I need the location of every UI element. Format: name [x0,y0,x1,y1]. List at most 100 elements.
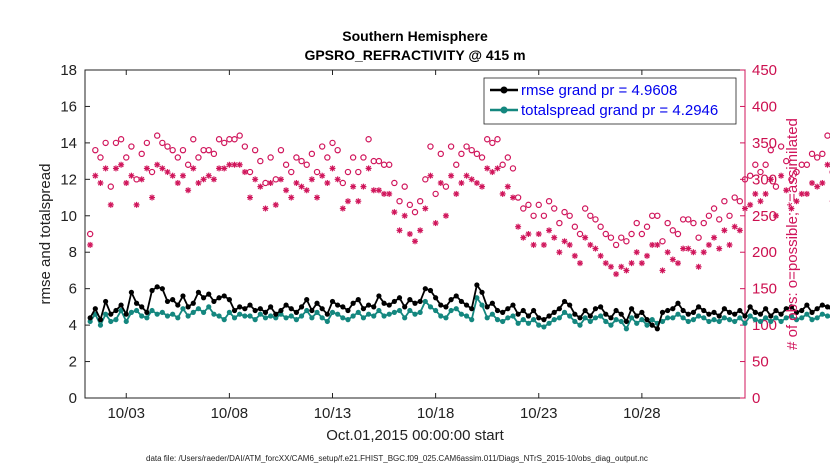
assimilated-obs-point [731,223,738,230]
rmse-point [613,307,619,314]
assimilated-obs-point [427,172,434,179]
rmse-point [195,289,202,295]
rmse-point [546,313,552,319]
totalspread-point [293,317,300,323]
obs-series-group [86,132,830,278]
assimilated-obs-point [659,267,666,274]
totalspread-point [721,315,727,321]
possible-obs-point [324,154,331,161]
totalspread-point [402,315,408,321]
assimilated-obs-point [386,190,393,197]
totalspread-point [587,318,593,325]
possible-obs-point [767,146,774,154]
totalspread-point [108,318,114,325]
rmse-point [412,300,418,306]
assimilated-obs-point [540,241,547,248]
totalspread-point [824,313,830,319]
possible-obs-point [123,154,130,161]
rmse-point [329,298,336,305]
totalspread-point [231,315,238,321]
rmse-point [226,297,232,303]
possible-obs-point [525,201,532,209]
possible-obs-point [685,216,692,223]
rmse-point [474,282,480,288]
assimilated-obs-point [143,165,150,172]
assimilated-obs-point [169,172,176,179]
assimilated-obs-point [319,172,326,179]
totalspread-point [268,313,274,319]
assimilated-obs-point [520,234,527,241]
assimilated-obs-point [509,194,516,201]
right-tick-label: 150 [752,281,777,298]
totalspread-point [799,315,805,321]
assimilated-obs-point [277,176,284,183]
totalspread-point [288,313,294,319]
possible-obs-point [210,150,218,158]
rmse-point [773,307,779,314]
assimilated-obs-point [752,190,759,197]
assimilated-obs-point [138,176,145,183]
assimilated-obs-point [742,205,748,212]
left-tick-label: 8 [69,244,77,261]
assimilated-obs-point [664,249,671,256]
assimilated-obs-point [406,231,413,237]
assimilated-obs-point [607,263,614,270]
assimilated-obs-point [308,176,315,183]
totalspread-point [283,315,289,321]
totalspread-point [690,317,697,323]
possible-obs-point [463,143,470,150]
totalspread-point [427,304,434,310]
possible-obs-point [731,194,738,201]
right-tick-label: 0 [752,390,760,407]
legend: rmse grand pr = 4.9608 totalspread grand… [483,77,737,125]
assimilated-obs-point [200,176,207,183]
rmse-point [118,302,124,308]
possible-obs-point [318,143,326,150]
left-tick-label: 0 [69,390,77,407]
possible-obs-point [447,143,455,150]
assimilated-obs-point [195,179,202,186]
totalspread-point [144,315,150,321]
possible-obs-point [411,208,419,216]
possible-obs-point [453,161,460,168]
assimilated-obs-point [716,245,723,252]
rmse-point [804,302,810,308]
assimilated-obs-point [726,241,733,248]
assimilated-obs-point [680,245,687,252]
possible-obs-point [633,219,640,227]
possible-obs-point [432,190,439,198]
rmse-point [623,318,630,325]
legend-box [483,77,737,125]
possible-obs-point [545,197,553,205]
assimilated-obs-point [164,169,171,176]
totalspread-point [195,306,202,312]
totalspread-point [773,315,779,321]
assimilated-obs-point [602,260,609,267]
possible-obs-point [179,146,187,154]
possible-obs-point [184,161,192,168]
assimilated-obs-point [133,201,140,208]
rmse-point [371,304,377,310]
assimilated-obs-point [809,179,816,186]
x-axis-ticks: 10/03 10/08 10/13 10/18 10/23 10/28 [107,70,661,422]
rmse-point [376,293,382,299]
assimilated-obs-point [633,249,640,256]
assimilated-obs-point [597,252,604,259]
totalspread-point [469,317,475,323]
assimilated-obs-point [92,172,99,179]
rmse-point [422,286,428,292]
possible-obs-point [783,157,790,165]
rmse-point [381,300,387,306]
rmse-point [149,287,155,294]
possible-obs-point [705,212,713,219]
rmse-point [665,307,671,314]
rmse-point [530,307,537,314]
totalspread-point [500,318,506,325]
rmse-point [783,306,789,312]
rmse-point [139,304,145,310]
rmse-point [701,307,707,314]
possible-obs-point [386,161,393,168]
totalspread-point [804,311,810,317]
totalspread-point [304,307,310,314]
